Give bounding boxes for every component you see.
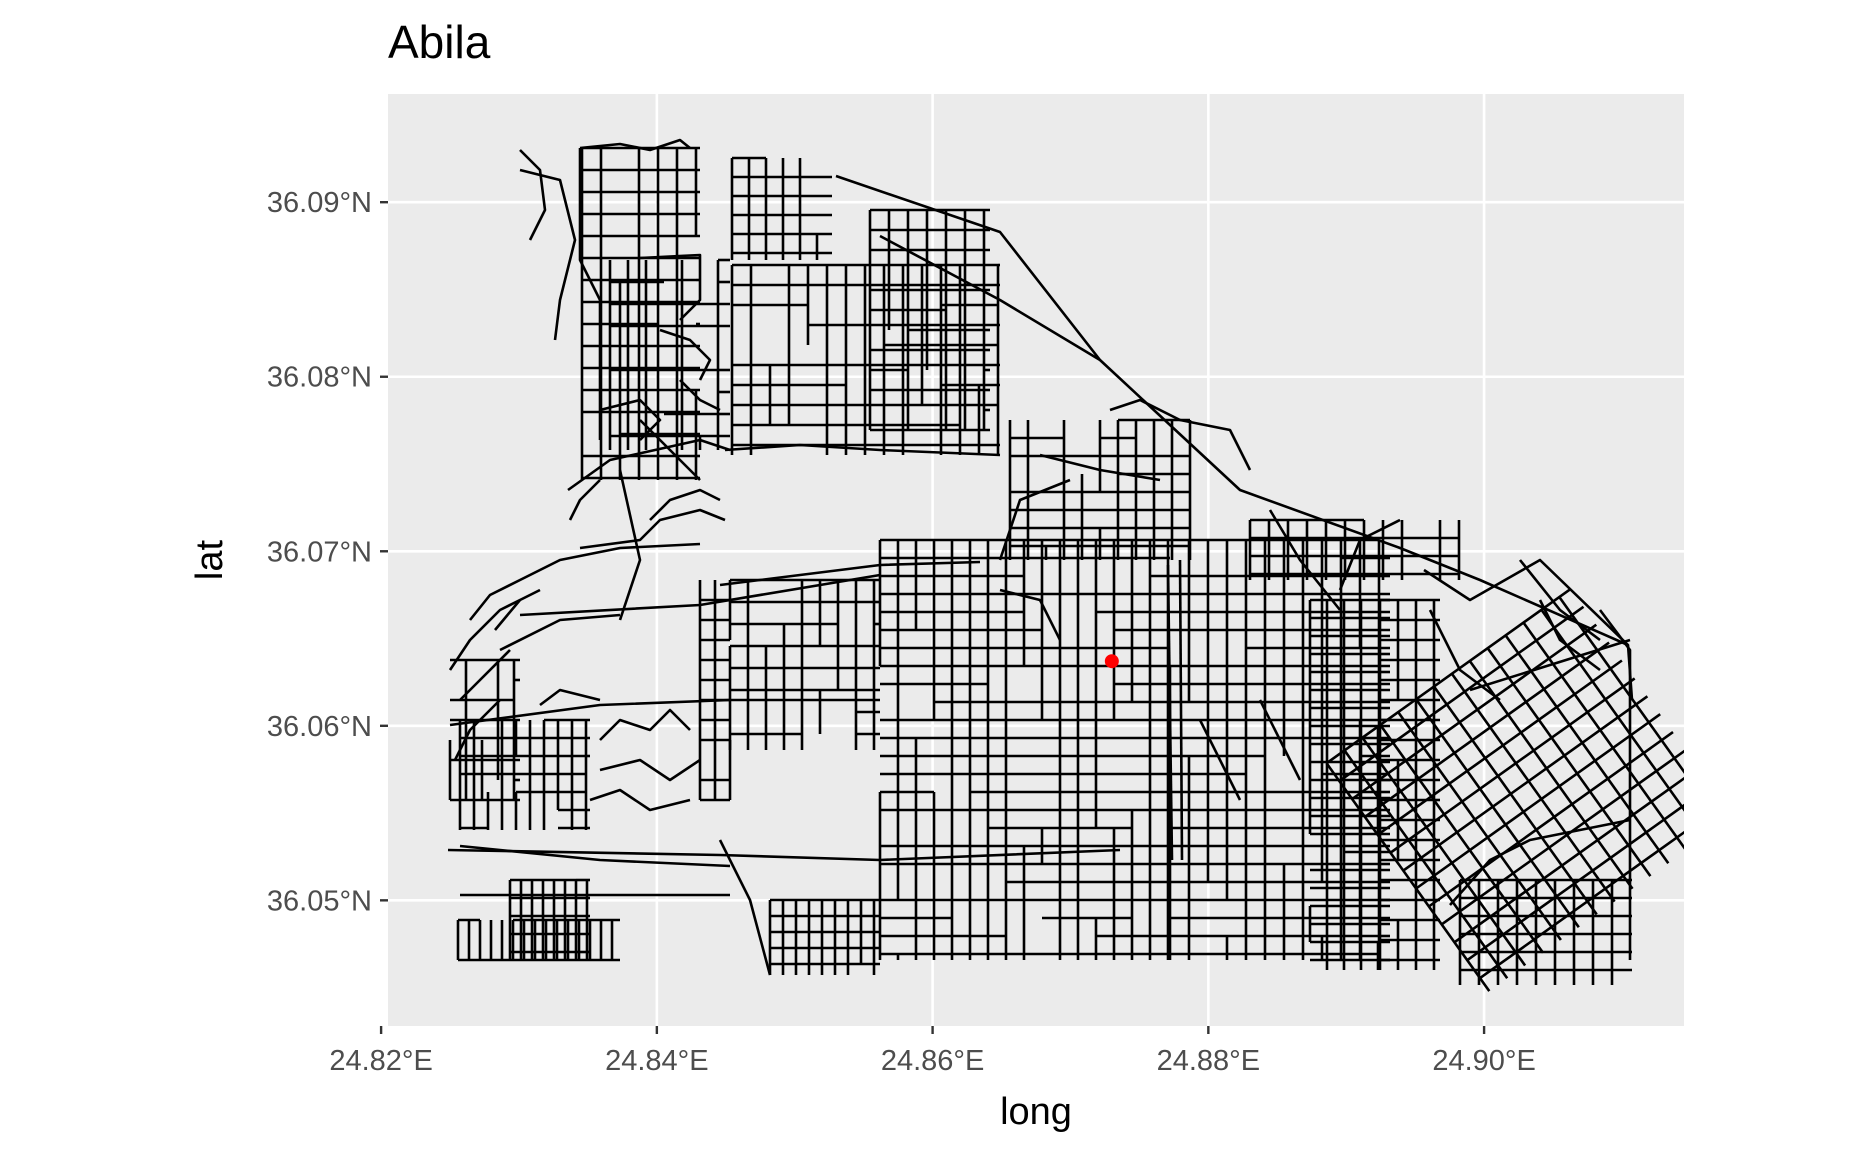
road (568, 479, 601, 521)
road-segment (1428, 731, 1674, 908)
road-segment (1415, 698, 1580, 928)
x-axis-title: long (1000, 1091, 1072, 1133)
road (579, 508, 726, 550)
road-network (447, 138, 1684, 992)
road-segment (1402, 695, 1649, 872)
road-segment (1450, 672, 1616, 903)
road (1258, 699, 1302, 781)
road-segment (1479, 830, 1684, 980)
y-tick-label: 36.09°N (267, 187, 372, 219)
road (1469, 638, 1631, 692)
y-tick-label: 36.08°N (267, 362, 372, 394)
road (449, 698, 880, 727)
y-tick-label: 36.07°N (267, 536, 372, 568)
road (1598, 609, 1632, 960)
road (459, 844, 731, 868)
y-tick-label: 36.05°N (267, 885, 372, 917)
road (679, 379, 721, 412)
road (494, 588, 541, 631)
x-tick-label: 24.84°E (605, 1045, 709, 1077)
y-axis-title: lat (189, 539, 231, 580)
road (618, 469, 642, 621)
x-tick-label: 24.88°E (1157, 1045, 1261, 1077)
road-segment (1432, 685, 1598, 916)
road (519, 168, 577, 341)
road (589, 788, 691, 812)
x-tick-label: 24.86°E (881, 1045, 985, 1077)
y-axis: 36.05°N 36.06°N 36.07°N 36.08°N 36.09°N (267, 187, 388, 917)
road (649, 488, 721, 521)
plot-panel (388, 94, 1684, 1026)
road (448, 598, 521, 671)
road (539, 688, 601, 707)
y-tick-label: 36.06°N (267, 711, 372, 743)
road (599, 758, 701, 782)
road-segment (1376, 659, 1623, 836)
road (599, 708, 691, 741)
road-segment (1558, 596, 1684, 774)
chart-title: Abila (388, 16, 491, 68)
road (879, 234, 1101, 362)
x-tick-label: 24.82°E (329, 1045, 433, 1077)
road-segment (1453, 776, 1684, 944)
road (499, 613, 621, 652)
road-segment (1351, 623, 1598, 801)
road-segment (1540, 609, 1684, 812)
road (468, 542, 701, 621)
road (447, 848, 1121, 862)
road-segment (1486, 647, 1652, 877)
road-segment (1440, 749, 1684, 926)
road-segment (1389, 677, 1636, 854)
location-marker (1104, 654, 1119, 669)
location-point (1104, 654, 1119, 669)
road (1198, 719, 1242, 801)
road (1428, 609, 1501, 702)
x-tick-label: 24.90°E (1432, 1045, 1536, 1077)
road-segment (1397, 711, 1562, 941)
road (639, 253, 702, 321)
road-segment (1466, 803, 1684, 962)
road-segment (1338, 605, 1585, 783)
road-segment (1415, 713, 1661, 890)
road (835, 174, 1629, 647)
road-segment (1504, 634, 1670, 865)
road-segment (1325, 587, 1572, 765)
road (579, 138, 691, 152)
road (718, 839, 772, 976)
road (567, 438, 731, 492)
road-segment (1522, 621, 1684, 850)
road (519, 149, 547, 241)
x-axis: 24.82°E 24.84°E 24.86°E 24.88°E 24.90°E (329, 1026, 1536, 1077)
road-segment (1364, 641, 1610, 818)
road-segment (1468, 660, 1634, 890)
